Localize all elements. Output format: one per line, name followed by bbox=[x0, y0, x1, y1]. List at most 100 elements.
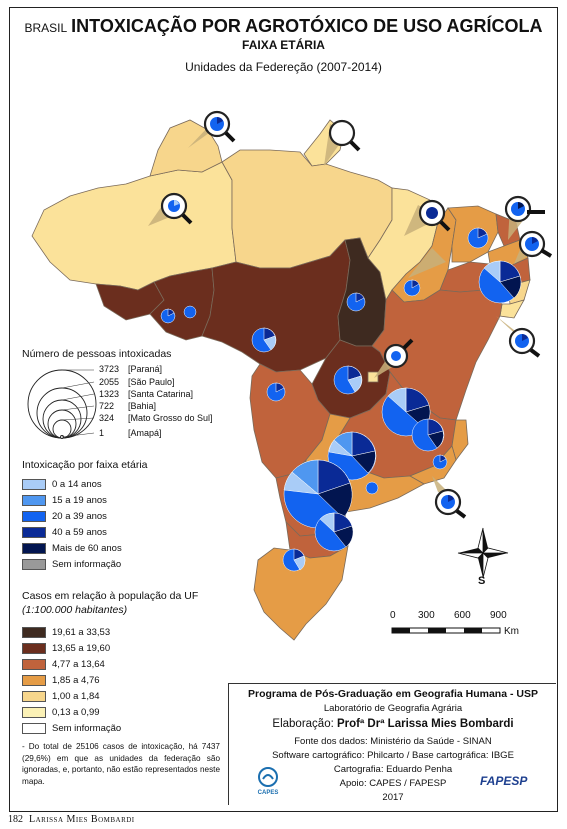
circle-legend-value: 324 bbox=[99, 413, 115, 423]
legend-swatch bbox=[22, 494, 46, 506]
magnifier-icon bbox=[383, 338, 414, 369]
credit-elab-name: Profª Drª Larissa Mies Bombardi bbox=[336, 718, 514, 730]
legend-label: Sem informação bbox=[52, 722, 122, 734]
cases-legend-item: 0,13 a 0,99 bbox=[22, 706, 100, 718]
pie-ceara bbox=[467, 227, 489, 249]
legend-swatch bbox=[22, 674, 46, 686]
cases-legend-item: 1,85 a 4,76 bbox=[22, 674, 100, 686]
credit-cartography: Cartografia: Eduardo Penha bbox=[333, 764, 453, 775]
credit-elab-prefix: Elaboração: bbox=[272, 718, 334, 730]
age-legend-item: 0 a 14 anos bbox=[22, 478, 102, 490]
magnifier-icon bbox=[518, 230, 553, 258]
page-footer: 182 Larissa Mies Bombardi bbox=[8, 814, 135, 825]
circle-legend-value: 1 bbox=[99, 428, 105, 438]
circle-legend-state: [Bahia] bbox=[128, 401, 157, 411]
circle-legend-value: 1323 bbox=[99, 389, 120, 399]
legend-swatch bbox=[22, 658, 46, 670]
state-df bbox=[367, 371, 379, 383]
magnifier-icon bbox=[434, 488, 467, 519]
capes-logo-text: CAPES bbox=[257, 790, 279, 796]
fapesp-logo: FAPESP bbox=[480, 774, 528, 788]
pie-minas-gerais bbox=[411, 418, 445, 452]
legend-label: 19,61 a 33,53 bbox=[52, 626, 111, 638]
title-prefix: BRASIL bbox=[24, 21, 68, 35]
circle-legend-state: [Santa Catarina] bbox=[128, 389, 194, 399]
circle-legend-value: 722 bbox=[99, 401, 115, 411]
magnifier-callouts bbox=[160, 110, 553, 519]
circle-legend-state: [Amapá] bbox=[128, 428, 162, 438]
credit-support: Apoio: CAPES / FAPESP bbox=[339, 778, 447, 789]
legend-label: 4,77 a 13,64 bbox=[52, 658, 105, 670]
circle-legend-state: [Mato Grosso do Sul] bbox=[128, 413, 213, 423]
legend-label: 0 a 14 anos bbox=[52, 478, 102, 490]
title-main: INTOXICAÇÃO POR AGROTÓXICO DE USO AGRÍCO… bbox=[71, 16, 543, 36]
pie-mato-grosso bbox=[251, 327, 277, 353]
legend-swatch bbox=[22, 642, 46, 654]
scale-tick-label: 0 bbox=[390, 610, 396, 621]
pie-tocantins bbox=[346, 292, 366, 312]
legend-label: 0,13 a 0,99 bbox=[52, 706, 100, 718]
map-period: Unidades da Federeção (2007-2014) bbox=[185, 60, 382, 74]
credit-software: Software cartográfico: Philcarto / Base … bbox=[272, 750, 514, 761]
circle-size-legend bbox=[27, 369, 97, 439]
state-para bbox=[221, 149, 393, 269]
pie-rio-grande-do-sul bbox=[282, 548, 306, 572]
circle-legend-title: Número de pessoas intoxicadas bbox=[22, 348, 172, 360]
circle-leader-lines bbox=[61, 369, 95, 438]
pie-pernambuco bbox=[478, 260, 522, 304]
legend-swatch bbox=[22, 542, 46, 554]
legend-swatch bbox=[22, 722, 46, 734]
cases-legend-title: Casos em relação à população da UF bbox=[22, 590, 199, 602]
circle-legend-value: 3723 bbox=[99, 364, 120, 374]
legend-swatch bbox=[22, 706, 46, 718]
pie-symbols bbox=[160, 227, 522, 572]
map-subtitle: FAIXA ETÁRIA bbox=[242, 38, 325, 52]
pie-santa-catarina bbox=[314, 512, 354, 552]
legend-label: 40 a 59 anos bbox=[52, 526, 107, 538]
credit-lab: Laboratório de Geografia Agrária bbox=[323, 703, 463, 714]
magnifier-icon bbox=[203, 110, 236, 143]
legend-swatch bbox=[22, 626, 46, 638]
pie-piaui bbox=[403, 279, 421, 297]
pie-acre bbox=[160, 308, 176, 324]
credit-source: Fonte dos dados: Ministério da Saúde - S… bbox=[294, 736, 492, 747]
compass-rose bbox=[457, 527, 509, 579]
pie-sao-paulo bbox=[327, 431, 377, 481]
pie-goias bbox=[333, 365, 363, 395]
legend-swatch bbox=[22, 526, 46, 538]
legend-label: 15 a 19 anos bbox=[52, 494, 107, 506]
legend-label: 20 a 39 anos bbox=[52, 510, 107, 522]
scale-unit: Km bbox=[504, 626, 519, 637]
legend-label: 1,00 a 1,84 bbox=[52, 690, 100, 702]
legend-label: 1,85 a 4,76 bbox=[52, 674, 100, 686]
magnifier-icon bbox=[418, 199, 451, 232]
credit-year: 2017 bbox=[382, 792, 404, 803]
scale-bar bbox=[391, 627, 501, 634]
age-legend-item: Sem informação bbox=[22, 558, 121, 570]
cases-legend-item: 13,65 a 19,60 bbox=[22, 642, 110, 654]
circle-legend-state: [São Paulo] bbox=[128, 377, 175, 387]
scale-tick-label: 300 bbox=[418, 610, 435, 621]
credits-box: Programa de Pós-Graduação em Geografia H… bbox=[228, 683, 556, 805]
legend-label: 13,65 a 19,60 bbox=[52, 642, 111, 654]
pie-parana bbox=[283, 459, 353, 529]
magnifier-icon bbox=[508, 327, 541, 358]
legend-label: Mais de 60 anos bbox=[52, 542, 122, 554]
legend-swatch bbox=[22, 558, 46, 570]
legend-swatch bbox=[22, 510, 46, 522]
cases-legend-item: 4,77 a 13,64 bbox=[22, 658, 105, 670]
age-legend-item: 40 a 59 anos bbox=[22, 526, 107, 538]
legend-swatch bbox=[22, 690, 46, 702]
circle-legend-value: 2055 bbox=[99, 377, 120, 387]
cases-legend-item: Sem informação bbox=[22, 722, 121, 734]
age-legend-item: 20 a 39 anos bbox=[22, 510, 107, 522]
pie-rio-de-janeiro bbox=[365, 481, 379, 495]
magnifier-icon bbox=[504, 195, 545, 223]
age-legend-item: 15 a 19 anos bbox=[22, 494, 107, 506]
age-legend-title: Intoxicação por faixa etária bbox=[22, 459, 148, 471]
note-text: - Do total de 25106 casos de intoxicação… bbox=[22, 742, 220, 786]
compass-label: S bbox=[478, 575, 486, 587]
magnifier-icon bbox=[160, 192, 193, 225]
map-frame bbox=[9, 7, 558, 812]
